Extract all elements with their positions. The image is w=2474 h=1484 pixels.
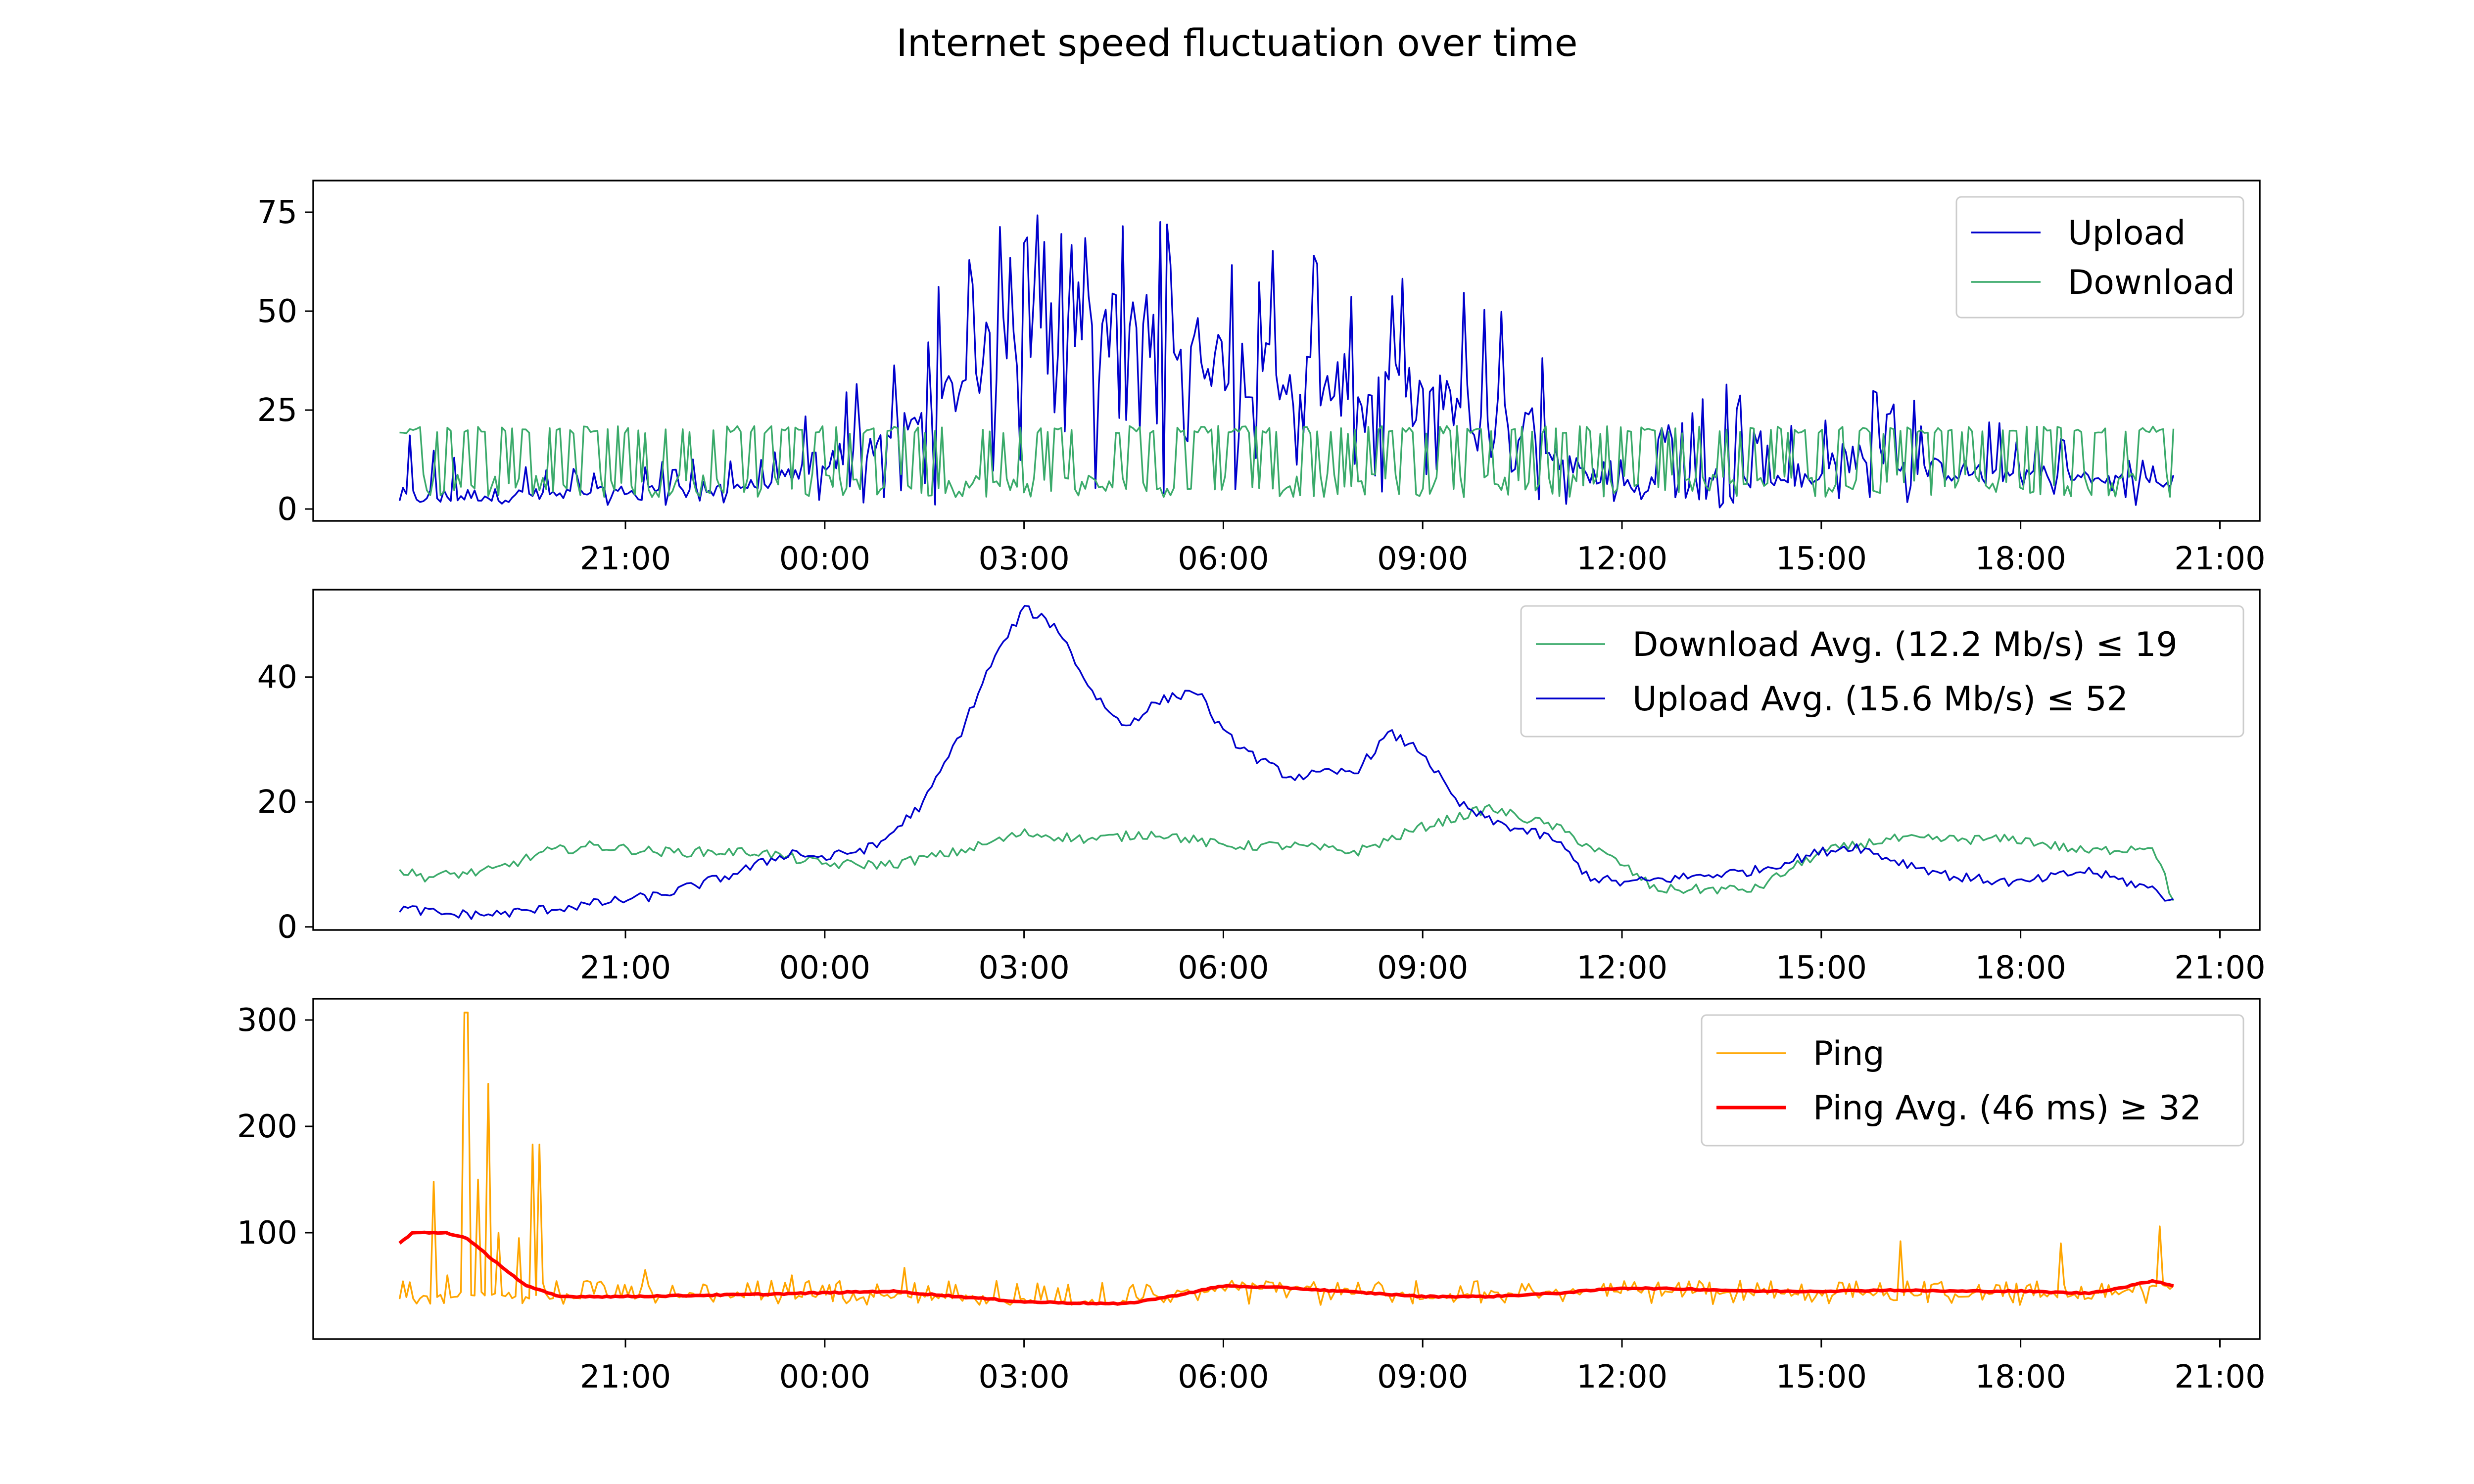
legend-ping: Ping Ping Avg. (46 ms) ≥ 32 [1701,1014,2244,1147]
legend-box [1955,196,2244,319]
legend-label: Ping Avg. (46 ms) ≥ 32 [1813,1089,2201,1128]
y-tick-label: 200 [237,1109,297,1145]
x-tick-label: 15:00 [1776,950,1867,986]
chart-title: Internet speed fluctuation over time [896,21,1577,65]
x-tick-label: 21:00 [580,1359,671,1395]
y-tick-label: 300 [237,1002,297,1039]
panel-average: 0 20 40 21:00 00:00 03:00 06:00 09:00 12:00 15:00… [257,589,2266,986]
legend-label: Upload Avg. (15.6 Mb/s) ≤ 52 [1632,680,2128,719]
x-tick-label: 03:00 [978,950,1069,986]
y-tick-label: 0 [277,491,297,528]
x-tick-label: 21:00 [2174,950,2265,986]
x-tick-label: 06:00 [1178,950,1269,986]
legend-box [1701,1014,2244,1147]
x-tick-label: 21:00 [580,950,671,986]
plot-frame [312,589,2261,931]
x-tick-label: 15:00 [1776,1359,1867,1395]
plot-frame [312,180,2261,522]
x-tick-label: 00:00 [779,541,870,577]
x-tick-label: 09:00 [1377,1359,1468,1395]
series-line-ping-1 [398,1230,2174,1306]
x-tick-label: 06:00 [1178,1359,1269,1395]
x-tick-label: 18:00 [1975,541,2066,577]
x-tick-label: 03:00 [978,541,1069,577]
legend-average: Download Avg. (12.2 Mb/s) ≤ 19 Upload Avg… [1520,605,2244,738]
x-tick-label: 12:00 [1576,541,1667,577]
x-tick-label: 18:00 [1975,950,2066,986]
y-tick-label: 0 [277,909,297,946]
x-tick-label: 21:00 [2174,1359,2265,1395]
x-tick-label: 06:00 [1178,541,1269,577]
x-tick-label: 00:00 [779,1359,870,1395]
legend-box [1520,605,2244,738]
plot-frame [312,998,2261,1340]
y-tick-label: 20 [257,784,297,821]
legend-label: Upload [2068,214,2186,253]
legend-label: Ping [1813,1034,1885,1073]
x-tick-label: 09:00 [1377,950,1468,986]
x-tick-label: 12:00 [1576,950,1667,986]
series-line-average-0 [399,804,2174,901]
panel-ping: 100 200 300 21:00 00:00 03:00 06:00 09:00 12:00 1… [237,998,2266,1395]
y-tick-label: 75 [257,194,297,231]
x-tick-label: 21:00 [580,541,671,577]
series-line-average-1 [399,605,2174,920]
x-tick-label: 15:00 [1776,541,1867,577]
x-tick-label: 00:00 [779,950,870,986]
legend-speed: Upload Download [1955,196,2244,319]
x-tick-label: 21:00 [2174,541,2265,577]
x-tick-label: 09:00 [1377,541,1468,577]
legend-label: Download [2068,263,2235,302]
y-tick-label: 40 [257,659,297,696]
y-tick-label: 25 [257,392,297,429]
series-line-speed-1 [399,425,2175,498]
panel-speed: 0 25 50 75 21:00 00:00 03:00 06:00 09:00 12:00 15:… [257,180,2266,577]
y-tick-label: 100 [237,1215,297,1252]
series-line-speed-0 [398,214,2175,509]
legend-label: Download Avg. (12.2 Mb/s) ≤ 19 [1632,625,2178,664]
x-tick-label: 03:00 [978,1359,1069,1395]
y-tick-label: 50 [257,293,297,330]
x-tick-label: 18:00 [1975,1359,2066,1395]
x-tick-label: 12:00 [1576,1359,1667,1395]
